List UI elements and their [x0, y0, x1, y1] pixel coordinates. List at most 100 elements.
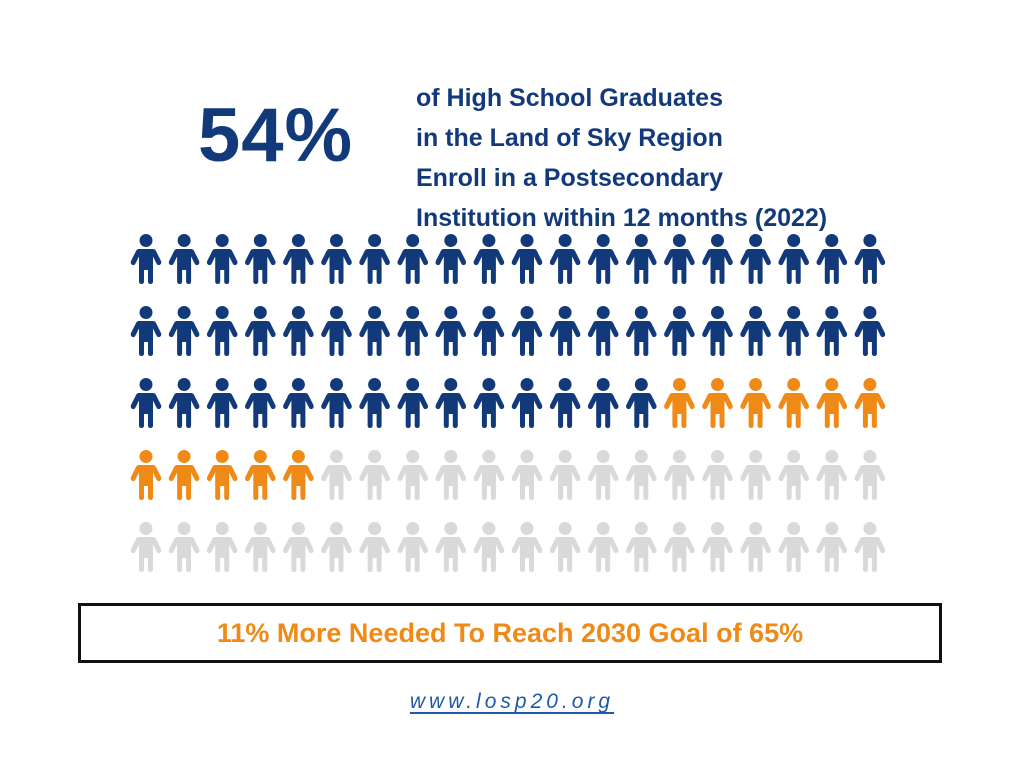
- person-icon: [321, 378, 352, 428]
- person-icon: [778, 234, 809, 284]
- person-icon: [473, 450, 505, 500]
- person-icon: [245, 522, 276, 572]
- person-icon: [816, 450, 848, 500]
- headline: of High School Graduates in the Land of …: [416, 78, 976, 238]
- person-icon: [359, 450, 390, 500]
- person-icon: [359, 522, 390, 572]
- person-icon: [549, 306, 581, 356]
- headline-line-1: of High School Graduates: [416, 84, 723, 112]
- person-icon: [321, 306, 352, 356]
- person-icon: [168, 306, 200, 356]
- person-icon: [664, 306, 695, 356]
- person-icon: [283, 306, 314, 356]
- person-icon: [702, 378, 733, 428]
- person-icon: [168, 378, 200, 428]
- person-icon: [245, 378, 276, 428]
- person-icon: [321, 450, 352, 500]
- person-icon: [854, 450, 886, 500]
- person-icon: [245, 234, 276, 284]
- person-icon: [740, 522, 771, 572]
- person-icon: [473, 306, 505, 356]
- person-icon: [626, 306, 657, 356]
- person-icon: [587, 306, 619, 356]
- person-icon: [664, 450, 695, 500]
- person-icon: [473, 522, 505, 572]
- person-icon: [549, 522, 581, 572]
- goal-text: 11% More Needed To Reach 2030 Goal of 65…: [216, 617, 804, 648]
- headline-line-2: in the Land of Sky Region: [416, 124, 723, 152]
- people-pictogram: [130, 234, 886, 572]
- person-icon: [587, 234, 619, 284]
- big-stat: 54%: [198, 93, 354, 178]
- person-icon: [587, 522, 619, 572]
- person-icon: [778, 306, 809, 356]
- headline-line-4: Institution within 12 months (2022): [416, 204, 828, 232]
- person-icon: [816, 234, 848, 284]
- person-icon: [702, 522, 733, 572]
- person-icon: [626, 522, 657, 572]
- person-icon: [511, 234, 543, 284]
- person-icon: [359, 306, 390, 356]
- person-icon: [740, 378, 771, 428]
- person-icon: [778, 450, 809, 500]
- person-icon: [130, 234, 162, 284]
- person-icon: [473, 378, 505, 428]
- website-link[interactable]: www.losp20.org: [409, 690, 615, 713]
- person-icon: [397, 522, 428, 572]
- person-icon: [168, 450, 200, 500]
- person-icon: [854, 234, 886, 284]
- person-icon: [549, 378, 581, 428]
- goal-box: 11% More Needed To Reach 2030 Goal of 65…: [78, 603, 942, 663]
- person-icon: [321, 234, 352, 284]
- person-icon: [397, 378, 428, 428]
- person-icon: [283, 234, 314, 284]
- person-icon: [435, 234, 467, 284]
- person-icon: [816, 522, 848, 572]
- person-icon: [397, 234, 428, 284]
- person-icon: [397, 306, 428, 356]
- person-icon: [511, 450, 543, 500]
- person-icon: [435, 306, 467, 356]
- person-icon: [473, 234, 505, 284]
- person-icon: [702, 450, 733, 500]
- person-icon: [854, 378, 886, 428]
- person-icon: [206, 234, 238, 284]
- person-icon: [435, 522, 467, 572]
- person-icon: [664, 378, 695, 428]
- person-icon: [740, 234, 771, 284]
- person-icon: [359, 234, 390, 284]
- person-icon: [664, 234, 695, 284]
- person-icon: [816, 378, 848, 428]
- person-icon: [435, 450, 467, 500]
- person-icon: [626, 450, 657, 500]
- person-icon: [587, 378, 619, 428]
- headline-line-3: Enroll in a Postsecondary: [416, 164, 724, 192]
- person-icon: [283, 522, 314, 572]
- person-icon: [321, 522, 352, 572]
- person-icon: [130, 450, 162, 500]
- person-icon: [359, 378, 390, 428]
- person-icon: [778, 378, 809, 428]
- person-icon: [397, 450, 428, 500]
- person-icon: [816, 306, 848, 356]
- person-icon: [168, 234, 200, 284]
- person-icon: [283, 450, 314, 500]
- person-icon: [511, 522, 543, 572]
- person-icon: [511, 306, 543, 356]
- person-icon: [435, 378, 467, 428]
- person-icon: [778, 522, 809, 572]
- person-icon: [664, 522, 695, 572]
- person-icon: [549, 234, 581, 284]
- person-icon: [130, 522, 162, 572]
- person-icon: [702, 234, 733, 284]
- person-icon: [626, 378, 657, 428]
- person-icon: [626, 234, 657, 284]
- person-icon: [854, 522, 886, 572]
- person-icon: [130, 378, 162, 428]
- person-icon: [245, 450, 276, 500]
- person-icon: [206, 522, 238, 572]
- person-icon: [511, 378, 543, 428]
- person-icon: [130, 306, 162, 356]
- person-icon: [587, 450, 619, 500]
- person-icon: [283, 378, 314, 428]
